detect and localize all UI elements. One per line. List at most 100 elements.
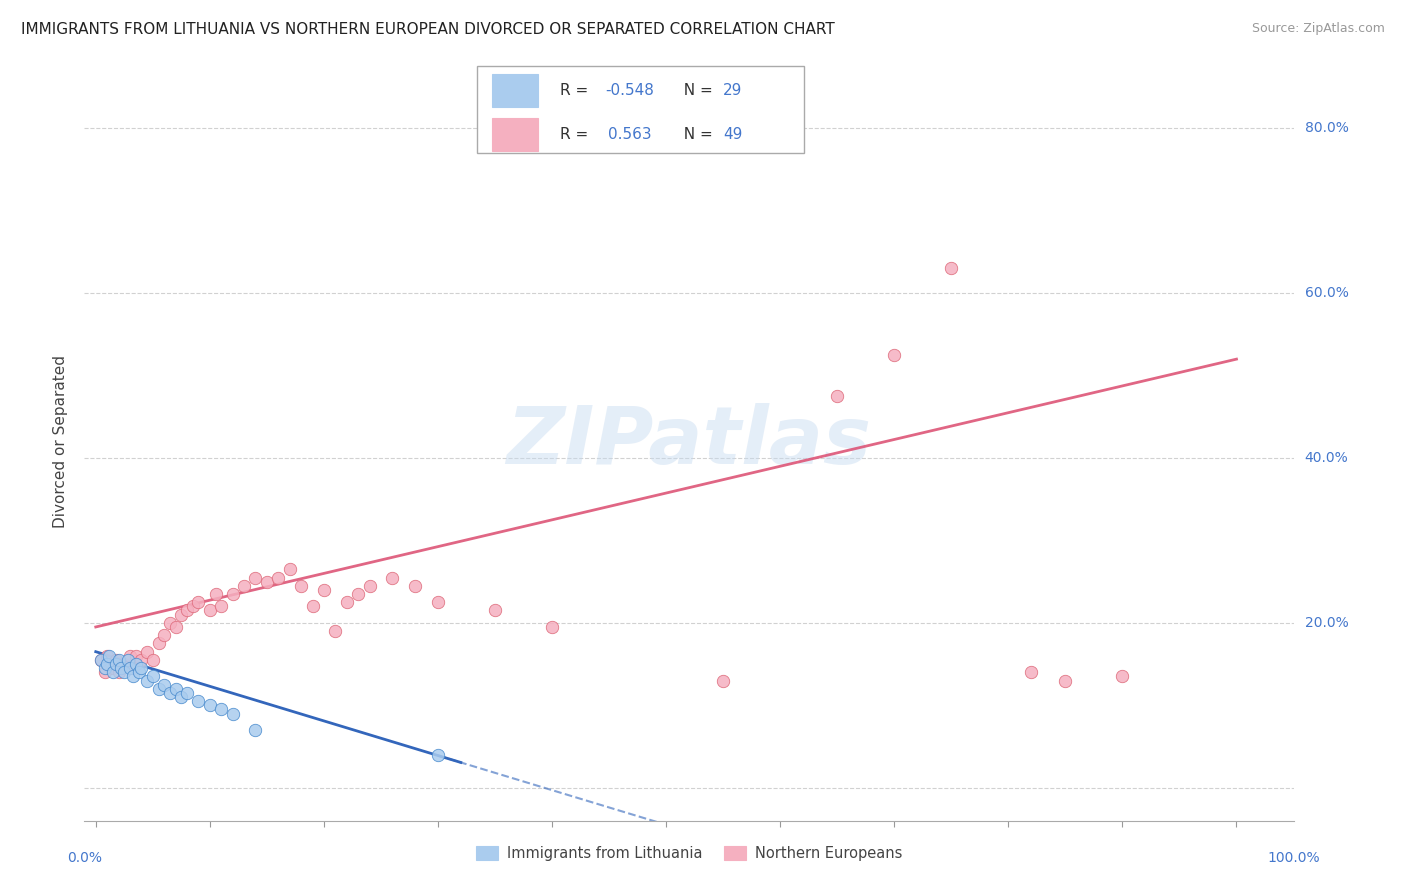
Point [118, 661, 141, 675]
Point [278, 562, 301, 576]
Point [170, 690, 193, 704]
Point [112, 657, 135, 671]
Text: ZIPatlas: ZIPatlas [506, 402, 872, 481]
Point [117, 653, 139, 667]
Point [131, 653, 153, 667]
Point [165, 620, 187, 634]
Point [256, 574, 278, 589]
Point [96, 657, 118, 671]
Point [153, 678, 176, 692]
Point [209, 599, 232, 614]
Point [101, 661, 124, 675]
Text: 0.563: 0.563 [607, 127, 651, 142]
Point [176, 603, 198, 617]
Point [170, 607, 193, 622]
Point [198, 603, 221, 617]
Point [142, 669, 165, 683]
Point [98, 648, 121, 663]
Point [165, 681, 187, 696]
Text: 60.0%: 60.0% [1305, 286, 1348, 301]
FancyBboxPatch shape [478, 66, 804, 153]
Point [541, 620, 564, 634]
Text: N =: N = [675, 127, 718, 142]
Text: Source: ZipAtlas.com: Source: ZipAtlas.com [1251, 22, 1385, 36]
Point [122, 669, 145, 683]
Point [323, 624, 346, 639]
Point [125, 657, 148, 671]
Point [153, 628, 176, 642]
Point [136, 645, 159, 659]
Point [107, 665, 129, 680]
Point [381, 570, 404, 584]
Point [427, 595, 450, 609]
Point [427, 747, 450, 762]
Legend: Immigrants from Lithuania, Northern Europeans: Immigrants from Lithuania, Northern Euro… [470, 839, 908, 866]
Text: 0.0%: 0.0% [67, 851, 101, 865]
Point [245, 570, 267, 584]
Point [159, 686, 181, 700]
Point [204, 587, 226, 601]
Y-axis label: Divorced or Separated: Divorced or Separated [53, 355, 69, 528]
Bar [492, 118, 538, 151]
Point [107, 653, 129, 667]
Point [883, 348, 905, 362]
Text: -0.548: -0.548 [606, 83, 654, 98]
Point [105, 657, 128, 671]
Point [484, 603, 506, 617]
Point [125, 648, 148, 663]
Point [142, 653, 165, 667]
Point [90, 653, 112, 667]
Point [105, 653, 128, 667]
Point [96, 648, 118, 663]
Text: R =: R = [560, 127, 598, 142]
Point [159, 615, 181, 630]
Text: R =: R = [560, 83, 593, 98]
Point [1111, 669, 1133, 683]
Point [131, 661, 153, 675]
Point [233, 579, 256, 593]
Point [136, 673, 159, 688]
Point [94, 665, 117, 680]
Point [312, 582, 335, 597]
Text: IMMIGRANTS FROM LITHUANIA VS NORTHERN EUROPEAN DIVORCED OR SEPARATED CORRELATION: IMMIGRANTS FROM LITHUANIA VS NORTHERN EU… [21, 22, 835, 37]
Point [290, 579, 312, 593]
Point [245, 723, 267, 737]
Text: 40.0%: 40.0% [1305, 451, 1348, 465]
Point [347, 587, 370, 601]
Point [118, 648, 141, 663]
Point [711, 673, 734, 688]
Point [148, 636, 170, 650]
Point [122, 661, 145, 675]
Point [267, 570, 290, 584]
Point [181, 599, 204, 614]
Point [187, 595, 209, 609]
Point [176, 686, 198, 700]
Text: 29: 29 [723, 83, 742, 98]
Text: 80.0%: 80.0% [1305, 121, 1348, 136]
Point [90, 653, 112, 667]
Point [128, 665, 150, 680]
Point [148, 681, 170, 696]
Point [404, 579, 426, 593]
Point [1019, 665, 1042, 680]
Point [221, 587, 243, 601]
Text: 49: 49 [723, 127, 742, 142]
Point [101, 665, 124, 680]
Point [359, 579, 381, 593]
Point [1054, 673, 1077, 688]
Point [941, 261, 963, 276]
Bar [492, 74, 538, 107]
Point [825, 389, 848, 403]
Point [110, 661, 132, 675]
Point [336, 595, 359, 609]
Point [198, 698, 221, 713]
Point [187, 694, 209, 708]
Point [94, 661, 117, 675]
Point [221, 706, 243, 721]
Text: 20.0%: 20.0% [1305, 615, 1348, 630]
Point [209, 702, 232, 716]
Point [301, 599, 323, 614]
Text: 100.0%: 100.0% [1267, 851, 1320, 865]
Point [112, 665, 135, 680]
Text: N =: N = [675, 83, 718, 98]
